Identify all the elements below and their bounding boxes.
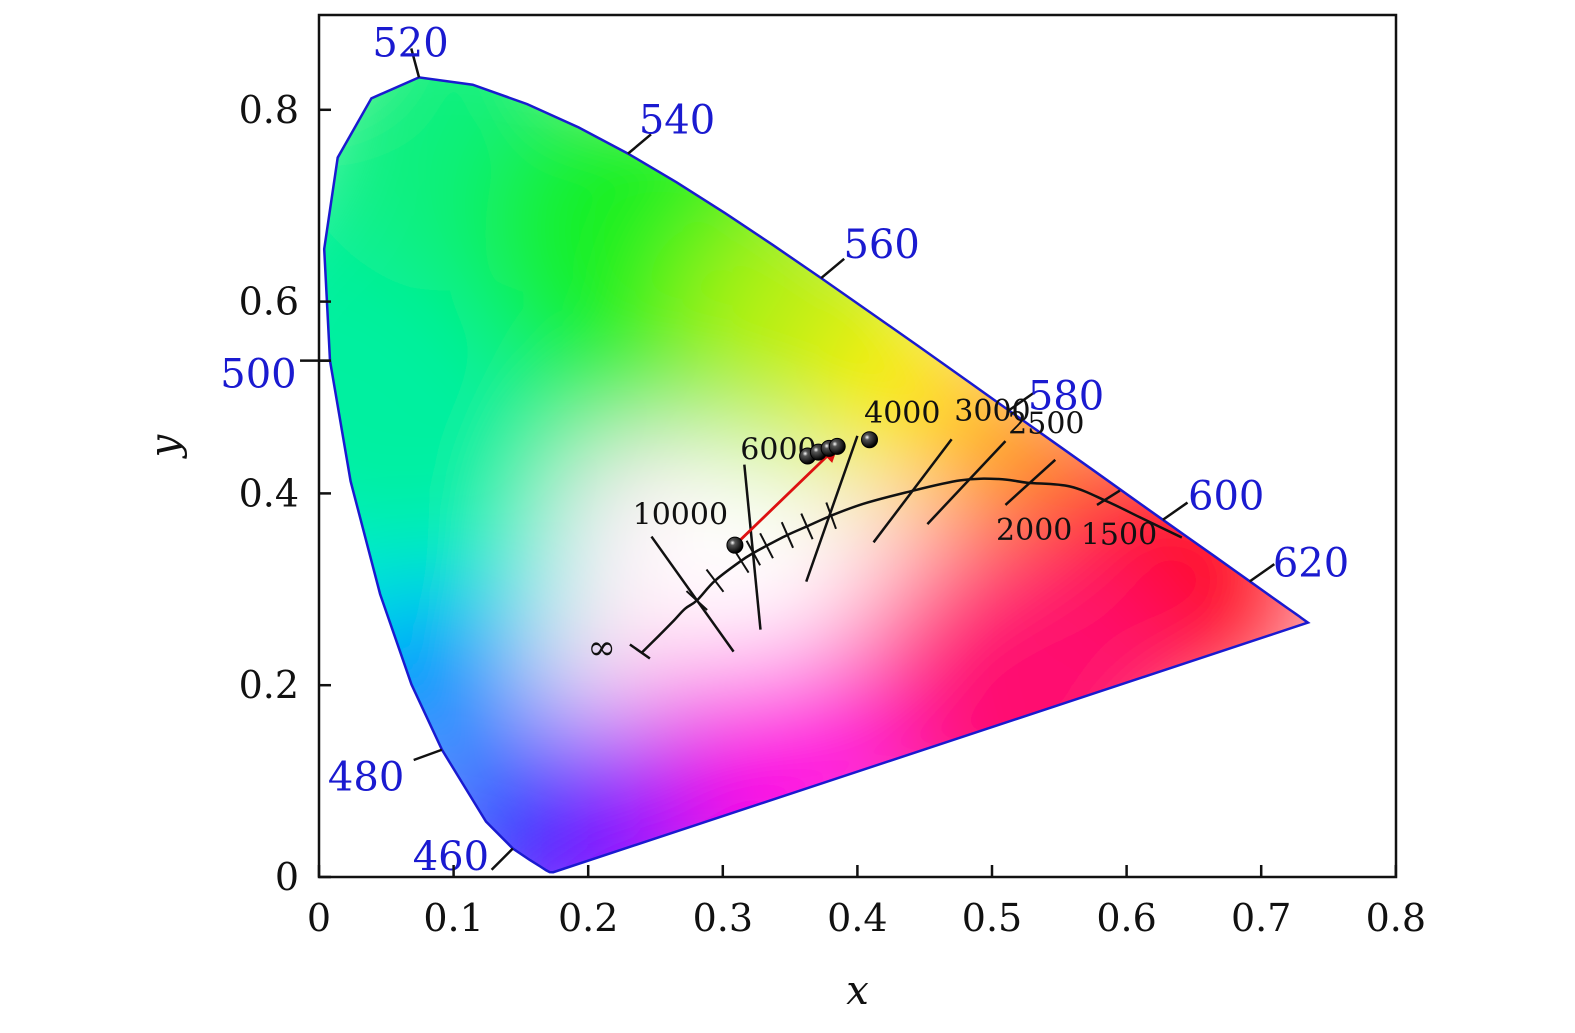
wavelength-label-540: 540 xyxy=(639,97,715,143)
x-tick-label: 0.5 xyxy=(962,896,1022,940)
wavelength-tick-460 xyxy=(490,847,514,871)
wavelength-tick-580 xyxy=(1008,392,1035,412)
isotherm-2500 xyxy=(926,440,1007,525)
x-tick-label: 0.3 xyxy=(693,896,753,940)
cct-label-3000: 3000 xyxy=(954,394,1030,429)
x-tick-label: 0.2 xyxy=(558,896,618,940)
planckian-end-tick xyxy=(629,643,651,660)
isotherm-3000 xyxy=(872,438,953,544)
y-tick-label: 0 xyxy=(275,855,299,899)
planckian-minor-tick xyxy=(759,532,774,559)
shift-arrow xyxy=(733,445,839,547)
x-tick-label: 0.8 xyxy=(1366,896,1426,940)
data-point xyxy=(828,437,846,455)
data-point xyxy=(726,536,744,554)
wavelength-tick-520 xyxy=(410,48,421,78)
wavelength-label-560: 560 xyxy=(843,222,919,268)
planckian-minor-tick xyxy=(825,502,837,530)
x-tick-label: 0.7 xyxy=(1231,896,1291,940)
planckian-locus-layer: ∞ xyxy=(587,477,1183,668)
axes: 0 0.1 0.2 0.3 0.4 0.5 0.6 0.7 0.8 0 0.2 0.4 0.6 0.8 xyxy=(239,88,1426,940)
isotherm-4000 xyxy=(805,435,859,583)
wavelength-tick-620 xyxy=(1249,563,1276,583)
x-tick-label: 0 xyxy=(307,896,331,940)
infinity-label: ∞ xyxy=(587,628,615,668)
planckian-minor-tick xyxy=(800,513,814,540)
cct-label-4000: 4000 xyxy=(864,396,940,431)
cct-label-1500: 1500 xyxy=(1081,518,1157,553)
cct-label-10000: 10000 xyxy=(633,497,728,532)
cct-label-2500: 2500 xyxy=(1008,406,1084,441)
isotherm-layer xyxy=(650,435,1121,653)
wavelength-tick-540 xyxy=(627,133,652,155)
wavelength-label-580: 580 xyxy=(1028,374,1104,420)
wavelength-label-480: 480 xyxy=(328,754,404,800)
x-tick-label: 0.1 xyxy=(423,896,483,940)
spectral-locus-line xyxy=(322,76,1311,874)
data-points xyxy=(726,431,879,554)
isotherm-6000 xyxy=(743,464,762,630)
isotherm-10000 xyxy=(650,535,735,653)
x-axis-label: x xyxy=(846,968,869,1014)
gamut-blob xyxy=(843,529,1194,873)
planckian-minor-tick xyxy=(705,568,725,593)
x-tick-label: 0.4 xyxy=(827,896,887,940)
wavelength-tick-600 xyxy=(1162,501,1189,521)
wavelength-tick-480 xyxy=(413,748,443,762)
wavelength-tick-560 xyxy=(820,257,845,280)
spectral-locus-layer xyxy=(322,76,1311,874)
planckian-minor-tick xyxy=(780,521,794,549)
y-tick-label: 0.8 xyxy=(239,88,299,132)
y-tick-label: 0.2 xyxy=(239,663,299,707)
wavelength-label-620: 620 xyxy=(1273,540,1349,586)
isotherm-1500 xyxy=(1096,489,1121,506)
cct-label-2000: 2000 xyxy=(996,513,1072,548)
wavelength-label-600: 600 xyxy=(1188,473,1264,519)
isotherm-2000 xyxy=(1004,458,1057,506)
y-tick-label: 0.4 xyxy=(239,471,299,515)
wavelength-label-460: 460 xyxy=(413,834,489,880)
y-tick-label: 0.6 xyxy=(239,280,299,324)
data-point xyxy=(861,431,879,449)
wavelength-label-520: 520 xyxy=(372,21,448,67)
y-axis-label: y xyxy=(142,433,188,459)
x-tick-label: 0.6 xyxy=(1096,896,1156,940)
gamut-blob xyxy=(628,452,844,669)
wavelength-label-500: 500 xyxy=(220,352,296,398)
